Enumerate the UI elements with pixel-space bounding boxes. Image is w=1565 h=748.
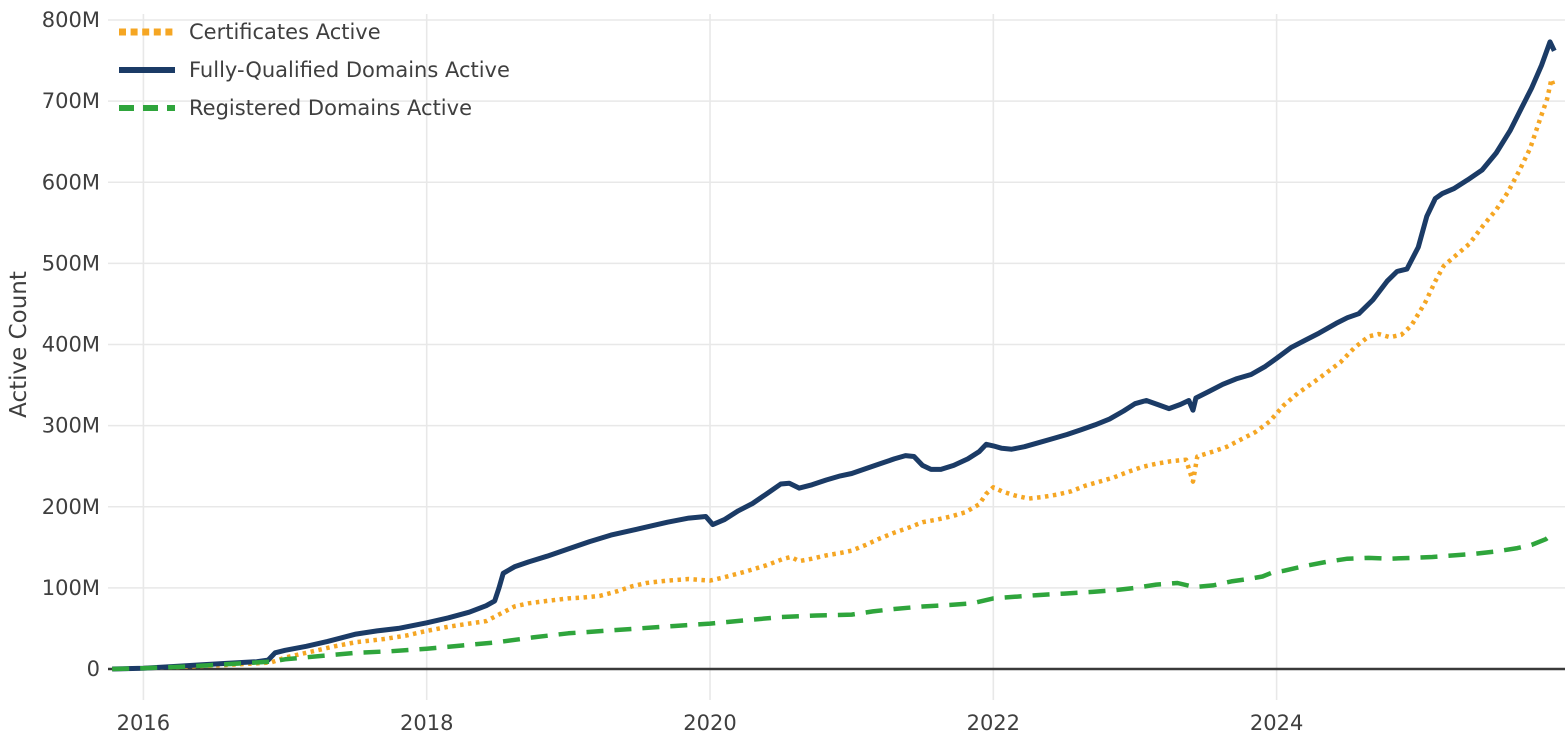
svg-text:200M: 200M (42, 495, 100, 519)
y-gridlines (108, 19, 1565, 589)
registered-dashed-line-icon (119, 105, 175, 111)
certificates-dotted-line-icon (119, 28, 175, 36)
legend-item-fully-qualified-domains-active[interactable]: Fully-Qualified Domains Active (118, 51, 510, 89)
series-line-fqdn (112, 39, 1557, 672)
svg-text:2024: 2024 (1250, 711, 1303, 735)
series-line-registered (112, 530, 1556, 672)
svg-text:2016: 2016 (117, 711, 170, 735)
svg-text:2022: 2022 (967, 711, 1020, 735)
svg-text:2020: 2020 (683, 711, 736, 735)
svg-text:700M: 700M (42, 89, 100, 113)
chart-legend: Certificates Active Fully-Qualified Doma… (118, 13, 510, 127)
svg-text:0: 0 (87, 657, 100, 681)
series-line-certificates (112, 76, 1557, 672)
svg-text:500M: 500M (42, 251, 100, 275)
legend-item-registered-domains-active[interactable]: Registered Domains Active (118, 89, 510, 127)
legend-label-registered-domains-active: Registered Domains Active (189, 95, 472, 120)
svg-text:600M: 600M (42, 170, 100, 194)
y-axis-tick-labels: 0 100M 200M 300M 400M 500M 600M 700M 800M (42, 8, 100, 681)
svg-text:300M: 300M (42, 414, 100, 438)
y-axis-title: Active Count (6, 271, 32, 418)
svg-text:2018: 2018 (400, 711, 453, 735)
legend-label-fully-qualified-domains-active: Fully-Qualified Domains Active (189, 57, 510, 82)
x-axis-tick-labels: 2016 2018 2020 2022 2024 (117, 711, 1304, 735)
fqdn-solid-line-icon (119, 67, 175, 73)
legend-item-certificates-active[interactable]: Certificates Active (118, 13, 510, 51)
svg-text:800M: 800M (42, 8, 100, 32)
legend-label-certificates-active: Certificates Active (189, 19, 381, 44)
svg-text:400M: 400M (42, 333, 100, 357)
svg-text:100M: 100M (42, 576, 100, 600)
